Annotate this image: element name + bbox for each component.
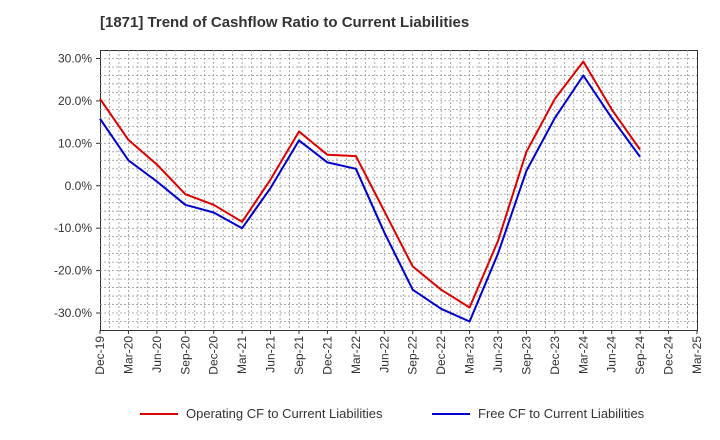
x-tick-label: Dec-22 xyxy=(434,336,448,375)
y-tick-label: -30.0% xyxy=(54,306,92,320)
x-tick-label: Sep-22 xyxy=(406,336,420,375)
x-tick-label: Jun-20 xyxy=(150,336,164,373)
y-gridlines xyxy=(100,58,697,322)
x-tick-label: Sep-24 xyxy=(633,336,647,375)
plot-area xyxy=(100,50,698,331)
x-tick-label: Mar-23 xyxy=(463,336,477,374)
x-tick-label: Mar-22 xyxy=(349,336,363,374)
operating-cf-line xyxy=(99,60,641,309)
y-tick-label: -10.0% xyxy=(54,221,92,235)
x-gridlines xyxy=(109,50,688,330)
legend-label-operating-cf: Operating CF to Current Liabilities xyxy=(186,406,383,421)
legend-item-free-cf: Free CF to Current Liabilities xyxy=(432,406,644,421)
y-tick-label: 30.0% xyxy=(58,51,92,65)
x-tick-label: Dec-19 xyxy=(93,336,107,375)
legend-swatch-operating-cf xyxy=(140,412,178,415)
x-tick-label: Dec-24 xyxy=(662,336,676,375)
x-tick-label: Mar-20 xyxy=(121,336,135,374)
x-tick-label: Dec-23 xyxy=(548,336,562,375)
chart-title: [1871] Trend of Cashflow Ratio to Curren… xyxy=(100,14,470,31)
y-tick-label: 10.0% xyxy=(58,136,92,150)
x-tick-label: Dec-20 xyxy=(207,336,221,375)
y-tick-label: 0.0% xyxy=(65,179,93,193)
legend-item-operating-cf: Operating CF to Current Liabilities xyxy=(140,406,383,421)
x-tick-label: Mar-25 xyxy=(690,336,704,374)
legend-swatch-free-cf xyxy=(432,412,470,415)
y-tick-label: -20.0% xyxy=(54,264,92,278)
chart-svg: 30.0% 20.0% 10.0% 0.0% -10.0% -20.0% -30.0% De… xyxy=(54,50,704,375)
x-tick-label: Sep-23 xyxy=(519,336,533,375)
x-tick-label: Sep-21 xyxy=(292,336,306,375)
legend: Operating CF to Current Liabilities Free… xyxy=(0,400,720,430)
y-axis-ticks: 30.0% 20.0% 10.0% 0.0% -10.0% -20.0% -30.0% xyxy=(54,51,100,320)
x-tick-label: Jun-21 xyxy=(264,336,278,373)
legend-label-free-cf: Free CF to Current Liabilities xyxy=(478,406,645,421)
x-tick-label: Jun-22 xyxy=(377,336,391,373)
y-tick-label: 20.0% xyxy=(58,94,92,108)
x-tick-label: Sep-20 xyxy=(178,336,192,375)
free-cf-line xyxy=(99,74,641,323)
x-tick-label: Jun-24 xyxy=(605,336,619,373)
series-lines xyxy=(99,60,641,323)
x-tick-label: Mar-24 xyxy=(576,336,590,374)
x-tick-label: Dec-21 xyxy=(320,336,334,375)
x-axis-ticks: Dec-19 Mar-20 Jun-20 Sep-20 Dec-20 Mar-21 Jun-… xyxy=(93,330,704,375)
x-tick-label: Mar-21 xyxy=(235,336,249,374)
x-tick-label: Jun-23 xyxy=(491,336,505,373)
